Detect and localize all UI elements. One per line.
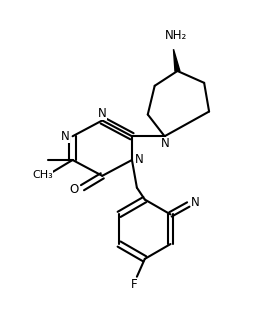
Text: N: N — [61, 130, 70, 143]
Text: O: O — [69, 183, 78, 196]
Text: N: N — [161, 137, 170, 150]
Text: F: F — [131, 278, 137, 291]
Polygon shape — [173, 49, 180, 71]
Text: N: N — [98, 107, 107, 120]
Text: N: N — [191, 196, 200, 209]
Text: N: N — [135, 154, 143, 167]
Text: NH₂: NH₂ — [165, 29, 187, 42]
Text: CH₃: CH₃ — [33, 170, 53, 180]
